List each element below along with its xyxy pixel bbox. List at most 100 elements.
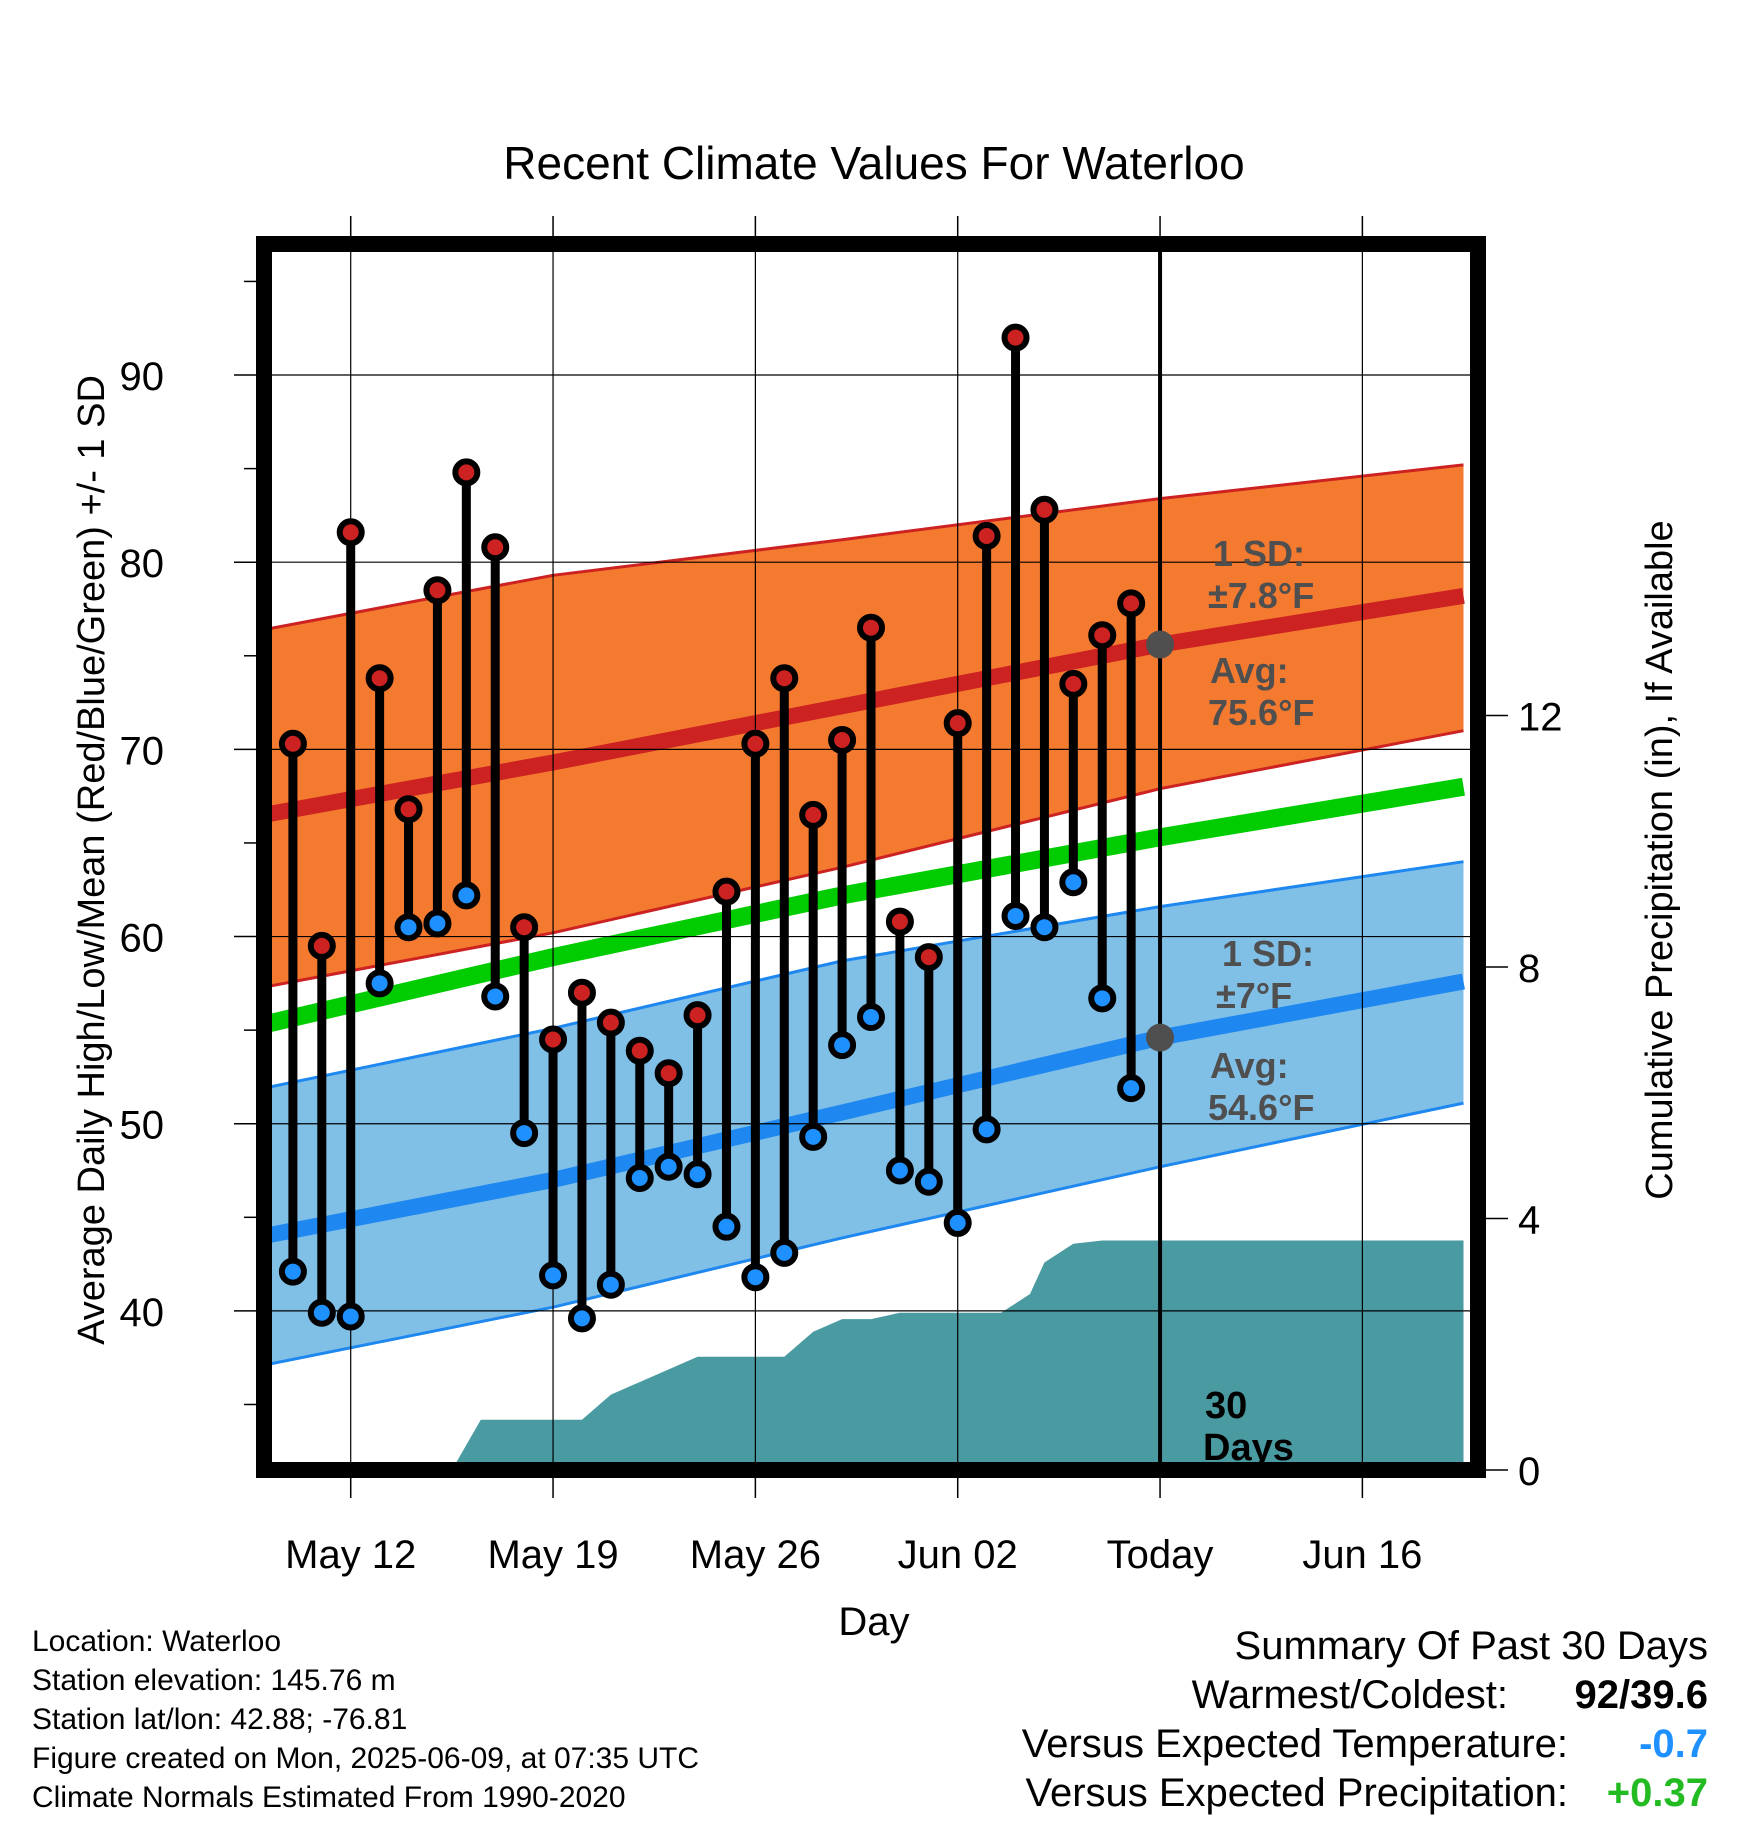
days-count-label: 30 <box>1205 1385 1247 1427</box>
x-tick-label: Jun 16 <box>1302 1533 1422 1577</box>
low-sd-label: 1 SD: <box>1222 933 1314 974</box>
daily-low-point <box>567 1304 596 1333</box>
precip-value: +0.37 <box>1606 1771 1708 1815</box>
normals-text: Climate Normals Estimated From 1990-2020 <box>32 1781 626 1814</box>
high-sd-label: 1 SD: <box>1213 533 1305 574</box>
daily-high-point <box>683 1001 712 1030</box>
created-text: Figure created on Mon, 2025-06-09, at 07… <box>32 1742 700 1775</box>
daily-high-point <box>423 576 452 605</box>
daily-high-point <box>394 795 423 824</box>
high-upper-edge <box>264 463 1464 632</box>
y-tick-label-right: 0 <box>1518 1450 1540 1494</box>
daily-low-point <box>394 913 423 942</box>
daily-high-point <box>481 533 510 562</box>
y-axis-label-left: Average Daily High/Low/Mean (Red/Blue/Gr… <box>71 375 113 1345</box>
x-tick-label: May 19 <box>487 1533 618 1577</box>
daily-low-point <box>885 1156 914 1185</box>
daily-high-point <box>452 458 481 487</box>
y-tick-label-left: 50 <box>120 1104 165 1148</box>
low-sd-value: ±7°F <box>1216 975 1292 1016</box>
daily-high-point <box>857 613 885 642</box>
daily-high-point <box>539 1025 568 1054</box>
y-tick-label-left: 40 <box>120 1291 165 1335</box>
daily-low-point <box>452 881 481 910</box>
x-tick-label: Today <box>1107 1533 1214 1577</box>
daily-low-point <box>943 1208 972 1237</box>
daily-high-point <box>365 664 394 693</box>
daily-low-point <box>972 1115 1001 1144</box>
daily-high-point <box>510 913 539 942</box>
x-tick-label: May 12 <box>285 1533 416 1577</box>
high-avg-value: 75.6°F <box>1208 692 1314 733</box>
daily-low-point <box>741 1263 770 1292</box>
daily-high-point <box>625 1036 654 1065</box>
daily-low-point <box>423 909 452 938</box>
daily-high-point <box>741 729 770 758</box>
daily-high-point <box>1059 669 1088 698</box>
y-tick-label-right: 8 <box>1518 947 1540 991</box>
daily-low-point <box>770 1238 799 1267</box>
temp-label: Versus Expected Temperature: <box>1021 1722 1568 1766</box>
location-text: Location: Waterloo <box>32 1625 282 1658</box>
daily-low-point <box>712 1212 741 1241</box>
y-axis-label-right: Cumulative Precipitation (in), If Availa… <box>1639 520 1681 1199</box>
daily-low-point <box>914 1167 943 1196</box>
latlon-text: Station lat/lon: 42.88; -76.81 <box>32 1703 408 1736</box>
y-tick-label-left: 70 <box>120 729 165 773</box>
y-tick-label-right: 4 <box>1518 1199 1540 1243</box>
today-high-normal-marker <box>1146 630 1175 659</box>
y-tick-label-left: 60 <box>120 917 165 961</box>
daily-low-point <box>365 969 394 998</box>
station-info: Location: Waterloo Station elevation: 14… <box>32 1622 699 1817</box>
daily-low-point <box>278 1257 307 1286</box>
daily-high-point <box>567 978 596 1007</box>
daily-high-point <box>1001 323 1030 352</box>
daily-high-point <box>770 664 799 693</box>
y-tick-label-left: 80 <box>120 542 165 586</box>
x-tick-label: May 26 <box>690 1533 821 1577</box>
daily-low-point <box>596 1270 625 1299</box>
daily-low-point <box>828 1031 857 1060</box>
chart-title: Recent Climate Values For Waterloo <box>503 137 1244 189</box>
daily-high-point <box>336 518 365 547</box>
daily-low-point <box>1117 1074 1146 1103</box>
warm-cold-value: 92/39.6 <box>1574 1673 1708 1717</box>
daily-low-point <box>799 1122 828 1151</box>
low-lower-edge <box>264 1101 1464 1367</box>
low-normal-line <box>264 973 1465 1244</box>
daily-low-point <box>1088 984 1117 1013</box>
high-avg-label: Avg: <box>1210 650 1289 691</box>
x-tick-label: Jun 02 <box>898 1533 1018 1577</box>
daily-low-point <box>683 1160 712 1189</box>
summary-row-precip: Versus Expected Precipitation: +0.37 <box>808 1769 1708 1818</box>
daily-high-point <box>943 709 972 738</box>
high-normal-line <box>264 588 1465 823</box>
daily-low-point <box>857 1003 885 1032</box>
daily-high-point <box>712 877 741 906</box>
daily-low-point <box>539 1261 568 1290</box>
summary-panel: Summary Of Past 30 Days Warmest/Coldest:… <box>808 1622 1708 1818</box>
daily-low-point <box>1030 913 1059 942</box>
high-sd-value: ±7.8°F <box>1208 575 1314 616</box>
daily-high-point <box>885 907 914 936</box>
daily-low-point <box>625 1164 654 1193</box>
daily-high-point <box>278 729 307 758</box>
plot-area <box>264 244 1478 1470</box>
today-low-normal-marker <box>1146 1023 1175 1052</box>
daily-high-point <box>596 1008 625 1037</box>
daily-high-point <box>654 1059 683 1088</box>
x-axis-label: Day <box>838 1600 909 1644</box>
summary-row-warm-cold: Warmest/Coldest: 92/39.6 <box>808 1671 1708 1720</box>
daily-low-point <box>510 1119 539 1148</box>
daily-low-point <box>307 1298 336 1327</box>
daily-high-point <box>1088 621 1117 650</box>
temp-value: -0.7 <box>1639 1722 1708 1766</box>
daily-low-point <box>654 1152 683 1181</box>
daily-high-point <box>799 800 828 829</box>
daily-low-point <box>481 982 510 1011</box>
daily-low-point <box>336 1302 365 1331</box>
plot-frame <box>256 236 1486 1478</box>
summary-heading: Summary Of Past 30 Days <box>1234 1624 1708 1668</box>
daily-high-point <box>828 726 857 755</box>
